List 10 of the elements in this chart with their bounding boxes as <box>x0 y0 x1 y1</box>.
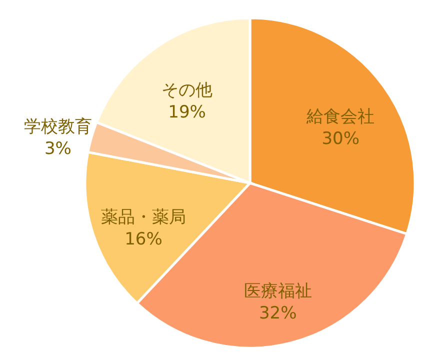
data-label: 30% <box>322 129 360 150</box>
data-label: 16% <box>124 230 162 250</box>
data-label: 3% <box>44 139 72 160</box>
data-label: 32% <box>258 303 297 324</box>
slice-label: 医療福祉 <box>244 281 312 302</box>
slice-label: 薬品・薬局 <box>100 208 186 228</box>
slice-label: 学校教育 <box>24 117 92 138</box>
slice-label: その他 <box>162 80 213 100</box>
data-label: 19% <box>168 102 206 122</box>
slice-label: 給食会社 <box>306 107 375 128</box>
